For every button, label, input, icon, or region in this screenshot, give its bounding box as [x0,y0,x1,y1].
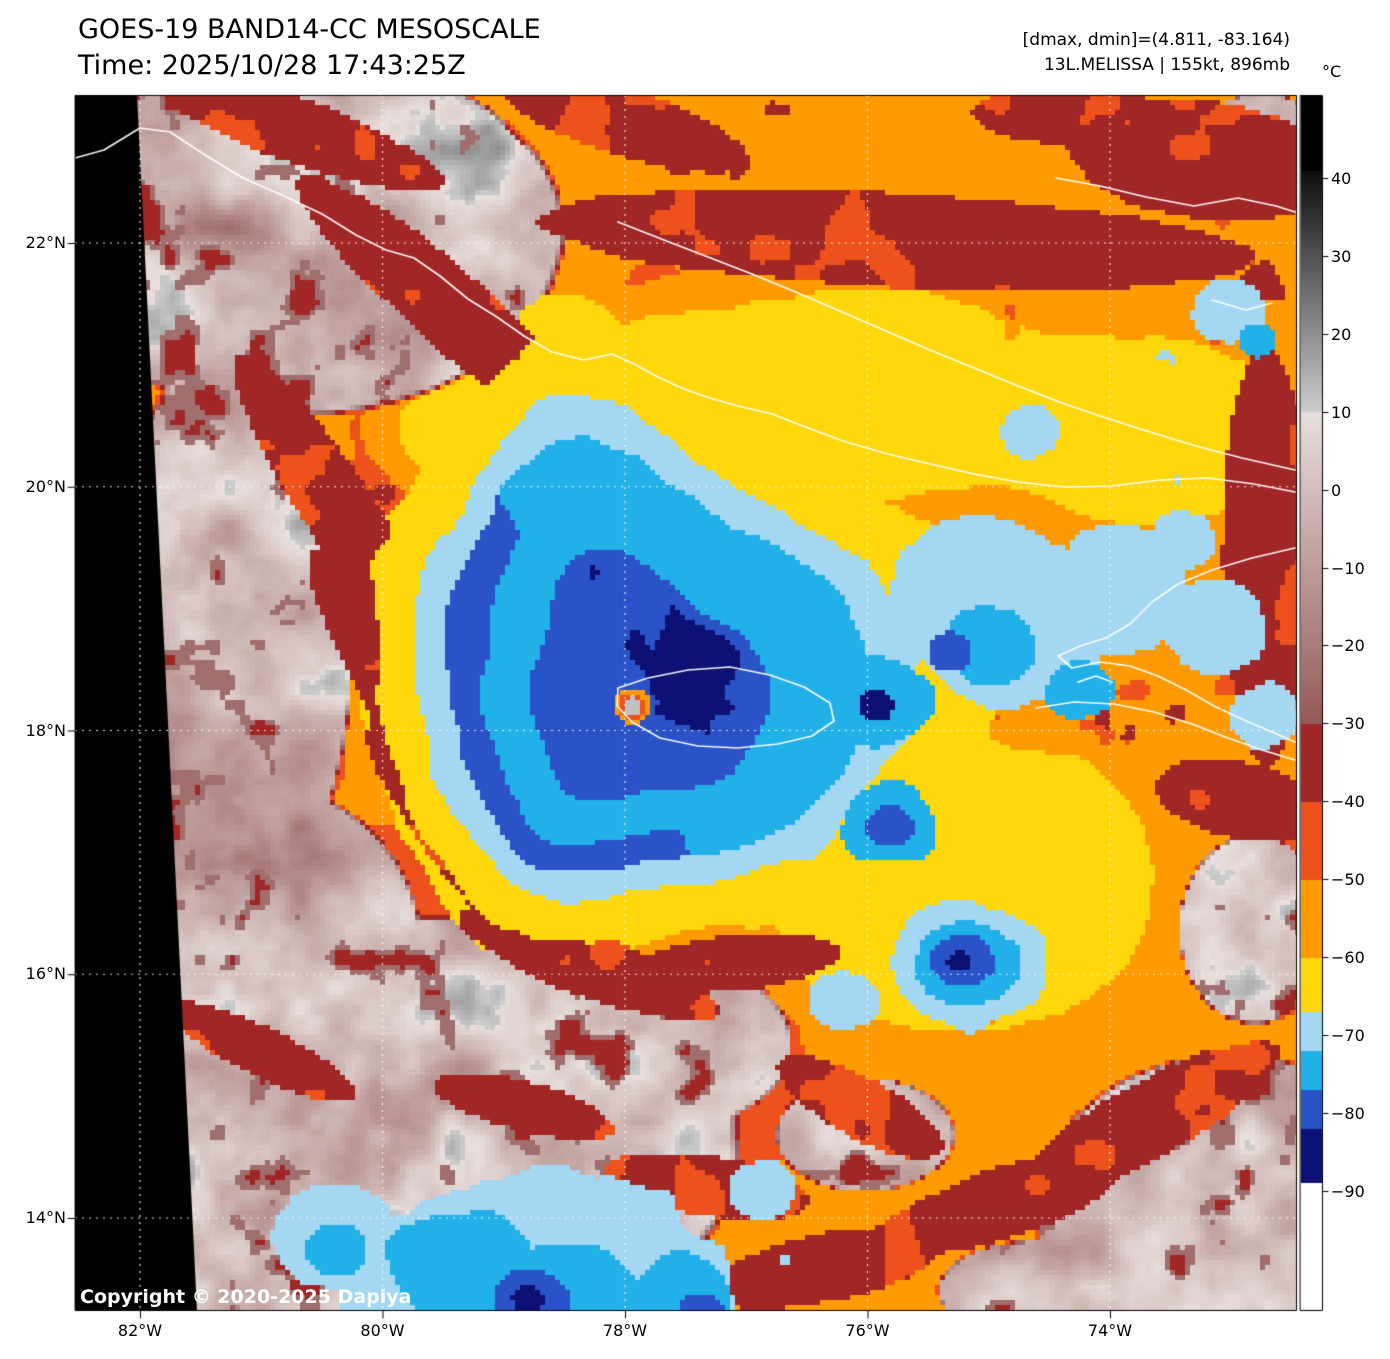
cb-tick-label: 10 [1331,402,1352,422]
cb-tick-label: 0 [1331,480,1342,500]
cb-tick-label: −60 [1331,948,1365,967]
cb-tick-label: 20 [1331,324,1352,344]
copyright-watermark: Copyright © 2020-2025 Dapiya [80,1286,412,1308]
lat-tick-label: 14°N [25,1208,66,1227]
lon-tick-label: 74°W [1087,1321,1133,1340]
cb-tick-label: −50 [1331,870,1365,890]
lon-tick-label: 76°W [845,1321,890,1340]
cb-tick-label: −30 [1331,714,1365,734]
lat-tick-label: 20°N [25,476,66,496]
cb-tick-label: 30 [1331,246,1352,266]
cb-tick-label: −80 [1331,1103,1365,1123]
lon-tick-label: 80°W [360,1321,405,1340]
lat-tick-label: 18°N [25,720,66,740]
cb-tick-label: 40 [1331,169,1352,188]
cb-tick-label: −10 [1331,558,1365,578]
dmax-dmin-readout: [dmax, dmin]=(4.811, -83.164) [1022,30,1290,50]
cb-tick-label: −20 [1331,636,1365,656]
storm-info-readout: 13L.MELISSA | 155kt, 896mb [1043,55,1290,75]
colorbar-unit-label: °C [1322,62,1342,81]
cb-tick-label: −70 [1331,1025,1365,1045]
figure-timestamp: Time: 2025/10/28 17:43:25Z [78,50,466,81]
figure-title: GOES-19 BAND14-CC MESOSCALE [78,14,541,45]
lat-tick-label: 22°N [25,233,66,252]
cb-tick-label: −90 [1331,1181,1365,1201]
lat-tick-label: 16°N [25,964,66,984]
lon-tick-label: 82°W [117,1321,163,1340]
cb-tick-label: −40 [1331,792,1365,812]
lon-tick-label: 78°W [602,1321,648,1340]
